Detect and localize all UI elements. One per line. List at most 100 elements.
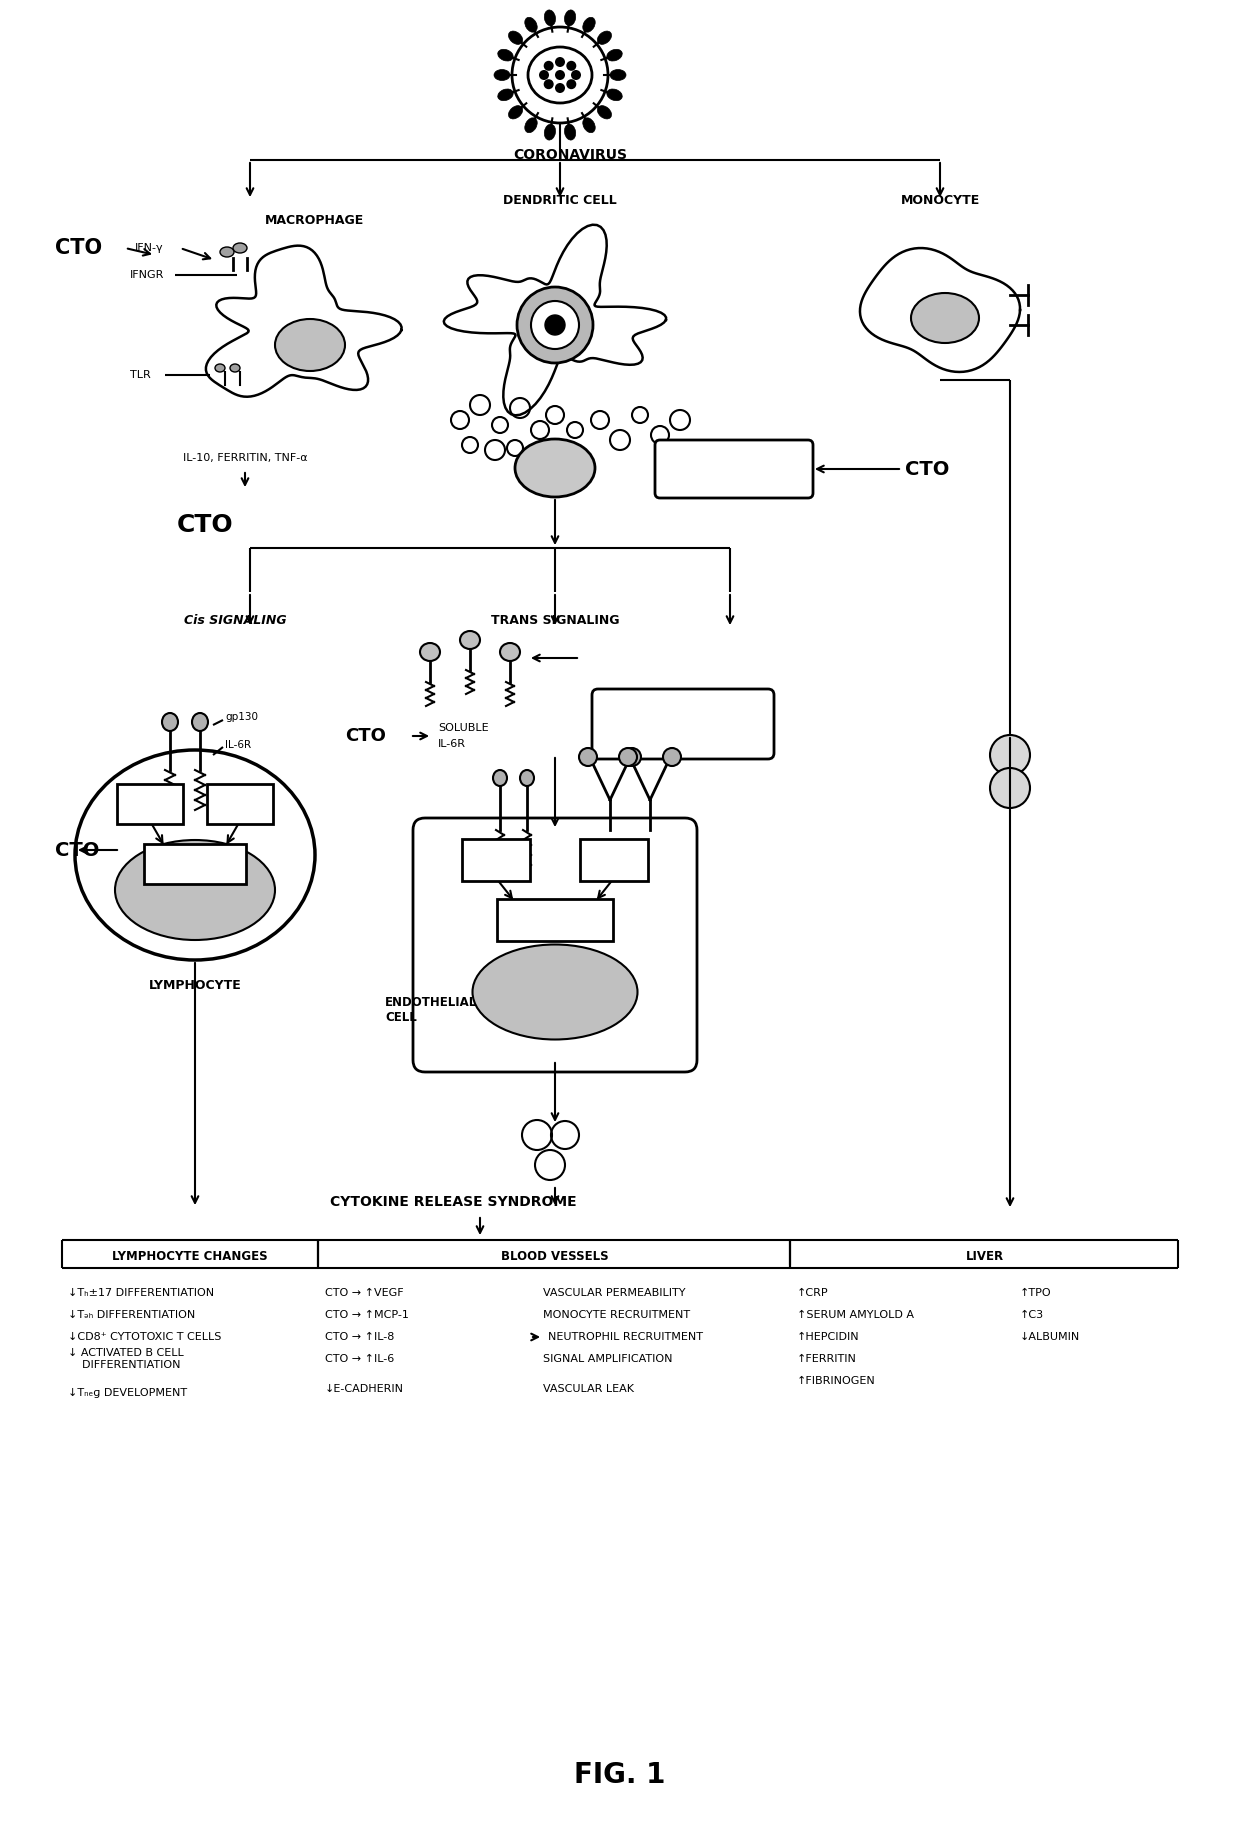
Text: MONOCYTE: MONOCYTE: [900, 193, 980, 206]
Ellipse shape: [497, 50, 513, 61]
Text: STAT: STAT: [179, 858, 212, 871]
Text: ↑SERUM AMYLOLD A: ↑SERUM AMYLOLD A: [797, 1311, 914, 1320]
Text: VASCULAR PERMEABILITY: VASCULAR PERMEABILITY: [543, 1289, 686, 1298]
Text: ENDOTHELIAL
CELL: ENDOTHELIAL CELL: [384, 996, 477, 1024]
FancyBboxPatch shape: [580, 839, 649, 882]
Ellipse shape: [219, 247, 234, 258]
Ellipse shape: [564, 123, 575, 140]
Ellipse shape: [911, 293, 980, 342]
Circle shape: [619, 747, 637, 766]
Text: CTO: CTO: [176, 514, 233, 538]
Ellipse shape: [460, 631, 480, 650]
Text: NEUTROPHIL RECRUITMENT: NEUTROPHIL RECRUITMENT: [548, 1333, 703, 1342]
Ellipse shape: [508, 31, 522, 44]
Circle shape: [990, 735, 1030, 775]
Ellipse shape: [544, 9, 556, 26]
Circle shape: [543, 61, 554, 70]
Ellipse shape: [275, 318, 345, 372]
Circle shape: [517, 287, 593, 363]
Text: CTO: CTO: [55, 841, 99, 860]
Ellipse shape: [472, 944, 637, 1040]
Text: JAK: JAK: [138, 797, 162, 810]
Text: JAK: JAK: [603, 854, 626, 867]
Text: BLOOD VESSELS: BLOOD VESSELS: [501, 1250, 609, 1263]
Text: TRANS SIGNALING: TRANS SIGNALING: [491, 613, 619, 626]
Text: ↓ALBUMIN: ↓ALBUMIN: [1021, 1333, 1080, 1342]
FancyBboxPatch shape: [413, 817, 697, 1071]
Ellipse shape: [115, 839, 275, 941]
Text: STAT: STAT: [538, 913, 572, 926]
FancyBboxPatch shape: [655, 440, 813, 499]
Ellipse shape: [162, 712, 179, 731]
Circle shape: [570, 70, 582, 79]
Text: ↑HEPCIDIN: ↑HEPCIDIN: [797, 1333, 859, 1342]
Text: ↑FIBRINOGEN: ↑FIBRINOGEN: [797, 1375, 875, 1386]
Ellipse shape: [192, 712, 208, 731]
Text: IL-6R: IL-6R: [438, 738, 466, 749]
Text: LIVER: LIVER: [966, 1250, 1004, 1263]
Polygon shape: [206, 245, 402, 398]
FancyBboxPatch shape: [463, 839, 529, 882]
Text: IL-6R: IL-6R: [224, 740, 252, 749]
Text: TOCILIZUMAB,
SARILUMAB: TOCILIZUMAB, SARILUMAB: [635, 711, 730, 738]
Ellipse shape: [494, 70, 510, 81]
Ellipse shape: [610, 70, 626, 81]
FancyBboxPatch shape: [591, 689, 774, 758]
Circle shape: [663, 747, 681, 766]
Text: CTO: CTO: [345, 727, 386, 746]
Ellipse shape: [420, 643, 440, 661]
Text: IL-10, FERRITIN, TNF-α: IL-10, FERRITIN, TNF-α: [182, 453, 308, 462]
Ellipse shape: [520, 770, 534, 786]
Text: CTO → ↑MCP-1: CTO → ↑MCP-1: [325, 1311, 409, 1320]
Text: SOLUBLE: SOLUBLE: [438, 724, 489, 733]
Ellipse shape: [583, 17, 595, 33]
Ellipse shape: [525, 17, 537, 33]
Circle shape: [622, 747, 641, 766]
Circle shape: [556, 70, 565, 79]
Text: CTO: CTO: [55, 237, 102, 258]
Ellipse shape: [500, 643, 520, 661]
Circle shape: [543, 79, 554, 88]
Ellipse shape: [544, 123, 556, 140]
Text: SILTUXIMAB: SILTUXIMAB: [692, 462, 776, 475]
Text: MACROPHAGE: MACROPHAGE: [265, 214, 365, 226]
Text: FIG. 1: FIG. 1: [574, 1762, 666, 1789]
Circle shape: [546, 315, 565, 335]
Text: ↓ ACTIVATED B CELL
    DIFFERENTIATION: ↓ ACTIVATED B CELL DIFFERENTIATION: [68, 1348, 184, 1370]
Text: TLR: TLR: [130, 370, 151, 379]
Polygon shape: [444, 225, 666, 416]
Circle shape: [539, 70, 549, 79]
Text: CYTOKINE RELEASE SYNDROME: CYTOKINE RELEASE SYNDROME: [330, 1195, 577, 1210]
Ellipse shape: [215, 365, 224, 372]
Text: LYMPHOCYTE CHANGES: LYMPHOCYTE CHANGES: [112, 1250, 268, 1263]
Circle shape: [567, 79, 577, 88]
Text: CTO → ↑IL-6: CTO → ↑IL-6: [325, 1353, 394, 1364]
Ellipse shape: [598, 105, 611, 120]
Text: CTO: CTO: [905, 460, 950, 479]
Text: IL-6: IL-6: [541, 460, 569, 475]
Text: LYMPHOCYTE: LYMPHOCYTE: [149, 979, 242, 992]
Circle shape: [531, 300, 579, 350]
Text: ↑CRP: ↑CRP: [797, 1289, 828, 1298]
Ellipse shape: [229, 365, 241, 372]
Polygon shape: [861, 249, 1021, 372]
Ellipse shape: [74, 749, 315, 959]
Circle shape: [990, 768, 1030, 808]
Circle shape: [567, 61, 577, 70]
FancyBboxPatch shape: [117, 784, 184, 825]
Text: VASCULAR LEAK: VASCULAR LEAK: [543, 1384, 634, 1394]
Ellipse shape: [233, 243, 247, 252]
Text: CTO → ↑VEGF: CTO → ↑VEGF: [325, 1289, 404, 1298]
Text: ↑C3: ↑C3: [1021, 1311, 1044, 1320]
Ellipse shape: [508, 105, 522, 120]
Text: DENDRITIC CELL: DENDRITIC CELL: [503, 193, 616, 206]
Ellipse shape: [525, 118, 537, 133]
Ellipse shape: [515, 438, 595, 497]
Text: SIGNAL AMPLIFICATION: SIGNAL AMPLIFICATION: [543, 1353, 672, 1364]
Text: IFN-γ: IFN-γ: [135, 243, 164, 252]
Text: JAK: JAK: [484, 854, 508, 867]
Ellipse shape: [598, 31, 611, 44]
Text: Cis SIGNALING: Cis SIGNALING: [184, 613, 286, 626]
FancyBboxPatch shape: [207, 784, 273, 825]
Text: JAK: JAK: [228, 797, 252, 810]
